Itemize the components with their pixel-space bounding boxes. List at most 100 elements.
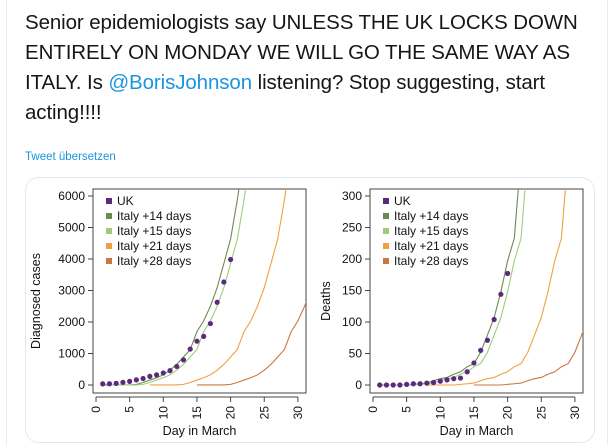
legend-label: Italy +14 days xyxy=(394,209,468,223)
legend-swatch xyxy=(106,228,112,234)
legend-label: Italy +28 days xyxy=(394,254,468,268)
x-tick-label: 10 xyxy=(433,406,447,420)
legend-label: Italy +21 days xyxy=(117,239,191,253)
tweet-text-part1: Senior epidemiologists say UNLESS THE UK… xyxy=(25,11,578,94)
y-tick-label: 50 xyxy=(349,347,363,361)
uk-data-point xyxy=(147,373,153,380)
x-tick-label: 15 xyxy=(190,406,204,420)
uk-data-point xyxy=(390,382,396,388)
series-line-italy-15-days xyxy=(109,189,247,386)
uk-data-point xyxy=(410,381,416,387)
uk-data-point xyxy=(207,320,214,327)
legend-swatch xyxy=(106,198,112,204)
legend-swatch xyxy=(383,198,389,204)
x-tick-label: 10 xyxy=(156,406,170,420)
translate-tweet-link[interactable]: Tweet übersetzen xyxy=(25,151,116,163)
y-tick-label: 0 xyxy=(355,378,362,392)
legend-swatch xyxy=(383,258,389,264)
y-tick-label: 2000 xyxy=(58,315,85,329)
uk-data-point xyxy=(174,363,180,370)
y-tick-label: 3000 xyxy=(58,284,85,298)
uk-data-point xyxy=(187,346,193,352)
uk-data-point xyxy=(444,377,450,383)
tweet-media-image[interactable]: 0 1000 2000 3000 4000 5000 6000 0 5 10 15 20 25 30 Day… xyxy=(25,177,595,443)
uk-data-point xyxy=(484,337,491,343)
x-tick-label: 25 xyxy=(257,406,271,420)
legend-label: UK xyxy=(394,194,411,208)
x-tick-label: 25 xyxy=(534,406,548,420)
legend-swatch xyxy=(383,228,389,234)
cases-chart: 0 1000 2000 3000 4000 5000 6000 0 5 10 15 20 25 30 Day… xyxy=(29,188,307,438)
uk-data-point xyxy=(133,377,139,383)
legend-label: Italy +28 days xyxy=(117,254,191,268)
legend-swatch xyxy=(383,213,389,219)
series-line-italy-28-days xyxy=(196,300,306,386)
y-tick-label: 200 xyxy=(342,252,362,266)
y-tick-label: 250 xyxy=(342,221,362,235)
uk-data-point xyxy=(160,370,166,376)
x-tick-label: 0 xyxy=(366,406,380,413)
uk-data-point xyxy=(437,378,443,384)
legend-swatch xyxy=(106,213,112,219)
legend-label: UK xyxy=(117,194,134,208)
uk-data-point xyxy=(457,375,464,381)
uk-data-point xyxy=(424,380,430,386)
uk-data-point xyxy=(120,379,126,385)
uk-data-point xyxy=(106,381,113,387)
x-tick-label: 20 xyxy=(501,406,515,420)
uk-data-point xyxy=(153,372,160,378)
tweet-text: Senior epidemiologists say UNLESS THE UK… xyxy=(25,8,595,128)
uk-data-point xyxy=(451,376,457,382)
uk-data-point xyxy=(228,256,234,263)
timeline-border-left xyxy=(6,0,7,445)
uk-data-point xyxy=(127,378,133,384)
y-tick-label: 300 xyxy=(342,189,362,203)
legend-label: Italy +14 days xyxy=(117,209,191,223)
x-tick-label: 20 xyxy=(224,406,238,420)
y-axis-label: Diagnosed cases xyxy=(29,253,43,349)
y-tick-label: 1000 xyxy=(58,347,85,361)
y-axis-label: Deaths xyxy=(319,281,333,321)
x-tick-label: 30 xyxy=(568,406,582,420)
uk-data-point xyxy=(404,381,410,387)
x-axis-label: Day in March xyxy=(440,424,514,438)
legend-label: Italy +21 days xyxy=(394,239,468,253)
x-tick-label: 15 xyxy=(467,406,481,420)
uk-data-point xyxy=(417,381,423,387)
x-tick-label: 30 xyxy=(291,406,305,420)
y-tick-label: 150 xyxy=(342,284,362,298)
series-line-italy-28-days xyxy=(473,330,583,386)
uk-data-point xyxy=(383,382,390,388)
plot-area xyxy=(377,189,583,388)
legend-swatch xyxy=(106,258,112,264)
legend-swatch xyxy=(383,243,389,249)
y-tick-label: 6000 xyxy=(58,189,85,203)
x-tick-label: 5 xyxy=(123,406,137,413)
series-line-italy-21-days xyxy=(426,189,566,386)
uk-data-point xyxy=(464,369,470,375)
x-tick-label: 5 xyxy=(400,406,414,413)
series-line-italy-21-days xyxy=(149,189,287,386)
x-tick-label: 0 xyxy=(89,406,103,413)
plot-area xyxy=(100,189,306,387)
legend-label: Italy +15 days xyxy=(394,224,468,238)
mention-link[interactable]: @BorisJohnson xyxy=(108,71,253,94)
uk-data-point xyxy=(194,338,200,344)
uk-data-point xyxy=(113,380,119,386)
x-axis-label: Day in March xyxy=(163,424,237,438)
uk-data-point xyxy=(505,270,511,277)
deaths-chart: 0 50 100 150 200 250 300 0 5 10 15 20 25 30 Day in Mar… xyxy=(319,188,584,438)
uk-data-point xyxy=(397,382,403,388)
uk-data-point xyxy=(180,357,187,363)
legend-label: Italy +15 days xyxy=(117,224,191,238)
uk-data-point xyxy=(214,299,220,305)
uk-data-point xyxy=(221,279,227,285)
y-tick-label: 100 xyxy=(342,315,362,329)
y-tick-label: 5000 xyxy=(58,221,85,235)
y-tick-label: 0 xyxy=(78,378,85,392)
uk-data-point xyxy=(430,379,437,386)
uk-data-point xyxy=(201,333,207,339)
uk-data-point xyxy=(498,291,504,297)
legend-swatch xyxy=(106,243,112,249)
